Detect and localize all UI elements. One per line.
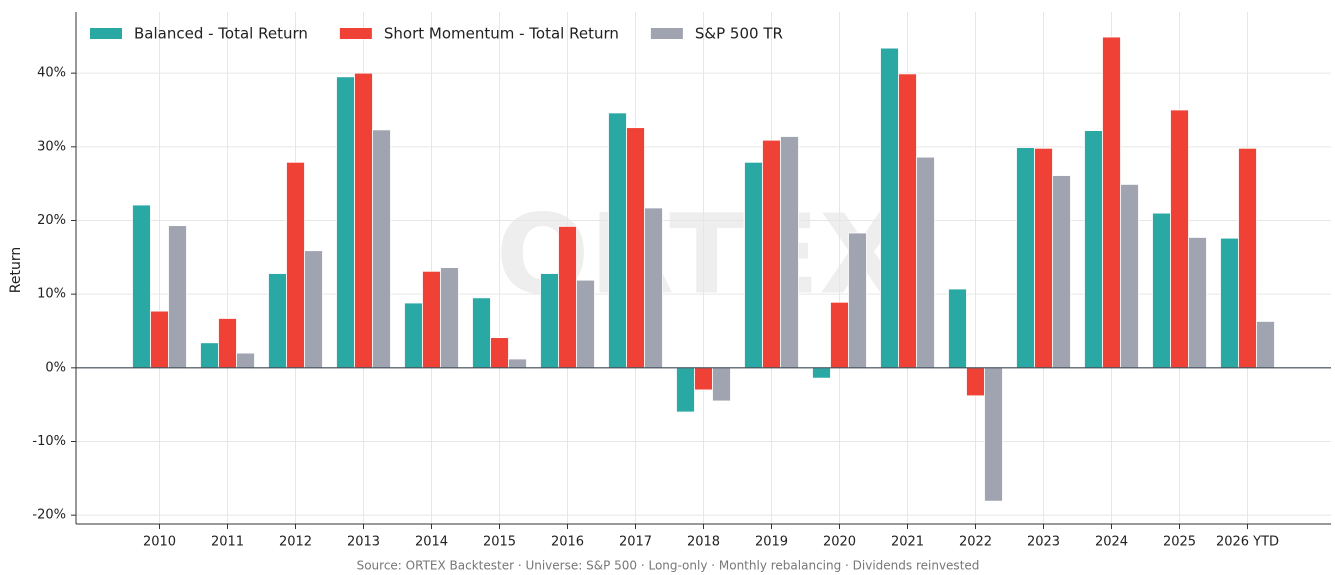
bar xyxy=(1120,183,1139,369)
y-tick-label: 30% xyxy=(37,139,66,154)
x-tick-label: 2013 xyxy=(347,535,380,550)
bar xyxy=(132,204,151,369)
bar xyxy=(762,139,781,369)
bar xyxy=(422,270,441,369)
bar xyxy=(780,136,799,369)
y-tick-label: 20% xyxy=(37,213,66,228)
x-tick-label: 2014 xyxy=(415,535,448,550)
bar xyxy=(286,161,305,369)
bar xyxy=(200,342,219,369)
y-tick-label: -20% xyxy=(32,508,66,523)
legend-swatch xyxy=(90,28,122,39)
bar xyxy=(644,207,663,369)
x-tick-label: 2023 xyxy=(1027,535,1060,550)
x-tick-label: 2026 YTD xyxy=(1216,535,1279,550)
bar xyxy=(676,367,695,413)
bar xyxy=(508,358,527,369)
bar xyxy=(168,225,187,369)
bar xyxy=(1034,147,1053,369)
bar xyxy=(268,273,287,369)
x-tick-label: 2020 xyxy=(823,535,856,550)
bar xyxy=(1256,321,1275,369)
x-tick-label: 2012 xyxy=(279,535,312,550)
legend-swatch xyxy=(650,28,683,39)
y-tick-label: 40% xyxy=(37,66,66,81)
bar xyxy=(150,310,169,369)
bar xyxy=(880,47,899,369)
bar xyxy=(1052,175,1071,369)
bar xyxy=(236,352,255,369)
source-note: Source: ORTEX Backtester · Universe: S&P… xyxy=(357,559,980,573)
bar xyxy=(540,273,559,369)
bar xyxy=(626,127,645,369)
x-tick-label: 2016 xyxy=(551,535,584,550)
bar xyxy=(576,279,595,369)
x-tick-label: 2022 xyxy=(959,535,992,550)
y-tick-label: 0% xyxy=(45,360,66,375)
x-tick-label: 2018 xyxy=(687,535,720,550)
legend-label: S&P 500 TR xyxy=(695,25,783,43)
bar xyxy=(848,232,867,369)
legend: Balanced - Total Return Short Momentum - … xyxy=(90,25,783,43)
bar xyxy=(336,76,355,369)
x-tick-label: 2010 xyxy=(143,535,176,550)
bar xyxy=(304,250,323,369)
bar xyxy=(916,156,935,369)
x-tick-label: 2025 xyxy=(1163,535,1196,550)
y-tick-label: 10% xyxy=(37,287,66,302)
bar xyxy=(712,367,731,402)
bar xyxy=(984,367,1003,502)
bar xyxy=(440,267,459,369)
bar xyxy=(1016,147,1035,369)
bar xyxy=(966,367,985,397)
bar xyxy=(490,337,509,369)
y-axis-label: Return xyxy=(8,247,24,293)
bar xyxy=(1102,36,1121,369)
bar xyxy=(608,112,627,369)
bar xyxy=(1238,147,1257,369)
legend-label: Short Momentum - Total Return xyxy=(384,25,619,43)
bar xyxy=(472,297,491,369)
bar xyxy=(354,72,373,369)
bar xyxy=(218,318,237,369)
bar xyxy=(948,288,967,369)
y-tick-label: -10% xyxy=(32,434,66,449)
x-tick-label: 2015 xyxy=(483,535,516,550)
bar xyxy=(1170,109,1189,369)
x-tick-label: 2024 xyxy=(1095,535,1128,550)
bar xyxy=(1152,212,1171,369)
bar xyxy=(404,302,423,369)
x-tick-label: 2017 xyxy=(619,535,652,550)
legend-label: Balanced - Total Return xyxy=(134,25,308,43)
bar xyxy=(372,129,391,369)
bar xyxy=(694,367,713,391)
x-tick-label: 2019 xyxy=(755,535,788,550)
x-tick-label: 2011 xyxy=(211,535,244,550)
legend-swatch xyxy=(339,28,372,39)
bar xyxy=(1220,237,1239,369)
x-tick-label: 2021 xyxy=(891,535,924,550)
bar xyxy=(812,367,831,379)
bar xyxy=(898,73,917,369)
bar xyxy=(1084,130,1103,369)
bar xyxy=(558,225,577,369)
bar xyxy=(744,161,763,369)
bar xyxy=(830,301,849,369)
bar xyxy=(1188,237,1207,369)
